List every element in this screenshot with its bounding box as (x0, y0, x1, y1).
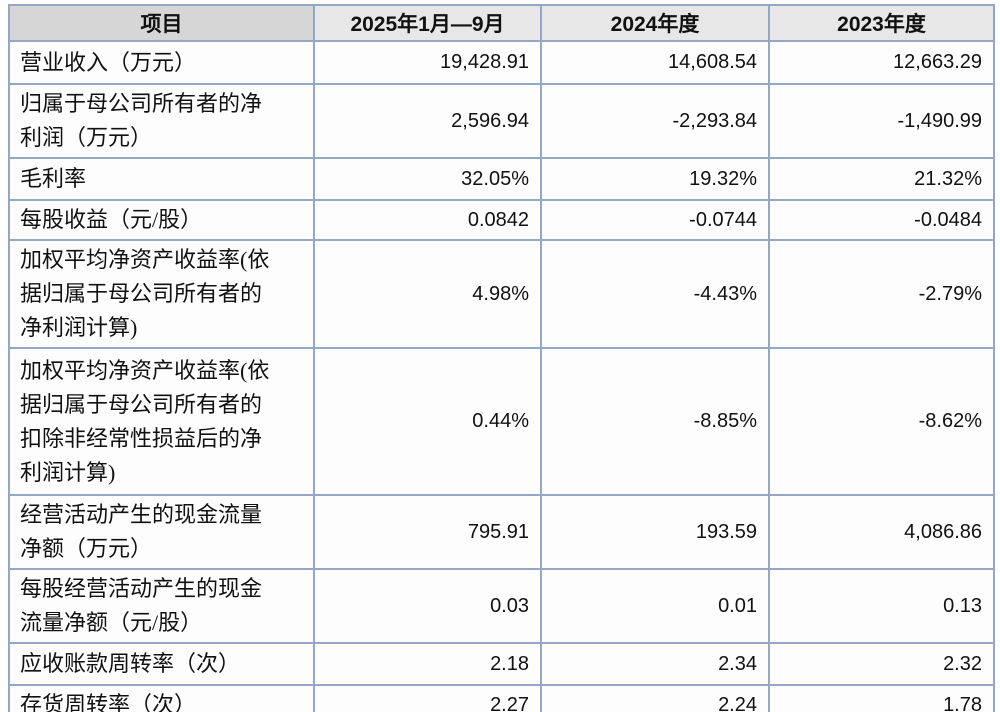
cell-value: -2,293.84 (540, 83, 770, 159)
cell-value: 12,663.29 (768, 40, 995, 85)
cell-value: 2.34 (540, 642, 770, 686)
cell-value: 0.03 (313, 568, 542, 644)
cell-value: 0.13 (768, 568, 995, 644)
table-row-cash-flow-per-share: 每股经营活动产生的现金流量净额（元/股） 0.03 0.01 0.13 (8, 568, 995, 644)
cell-value: -0.0484 (768, 199, 995, 241)
row-label: 存货周转率（次） (8, 684, 315, 712)
cell-value: 0.0842 (313, 199, 542, 241)
table-row-net-profit: 归属于母公司所有者的净利润（万元） 2,596.94 -2,293.84 -1,… (8, 83, 995, 159)
table-row-inventory-turnover: 存货周转率（次） 2.27 2.24 1.78 (8, 684, 995, 712)
table-header-row: 项目 2025年1月—9月 2024年度 2023年度 (8, 4, 995, 42)
cell-value: 0.44% (313, 347, 542, 496)
cell-value: -8.85% (540, 347, 770, 496)
row-label: 加权平均净资产收益率(依据归属于母公司所有者的扣除非经常性损益后的净利润计算) (8, 347, 315, 496)
cell-value: 2.18 (313, 642, 542, 686)
cell-value: -1,490.99 (768, 83, 995, 159)
row-label: 毛利率 (8, 157, 315, 201)
financial-indicators-table: 项目 2025年1月—9月 2024年度 2023年度 营业收入（万元） 19,… (8, 4, 995, 712)
table-row-revenue: 营业收入（万元） 19,428.91 14,608.54 12,663.29 (8, 40, 995, 85)
cell-value: 2.32 (768, 642, 995, 686)
column-header-item: 项目 (8, 4, 315, 42)
cell-value: 21.32% (768, 157, 995, 201)
column-header-2023: 2023年度 (768, 4, 995, 42)
cell-value: 19,428.91 (313, 40, 542, 85)
cell-value: 795.91 (313, 494, 542, 570)
cell-value: 14,608.54 (540, 40, 770, 85)
table-row-receivables-turnover: 应收账款周转率（次） 2.18 2.34 2.32 (8, 642, 995, 686)
cell-value: 2,596.94 (313, 83, 542, 159)
row-label: 加权平均净资产收益率(依据归属于母公司所有者的净利润计算) (8, 239, 315, 349)
row-label: 归属于母公司所有者的净利润（万元） (8, 83, 315, 159)
cell-value: -8.62% (768, 347, 995, 496)
column-header-2025: 2025年1月—9月 (313, 4, 542, 42)
row-label: 每股经营活动产生的现金流量净额（元/股） (8, 568, 315, 644)
row-label: 应收账款周转率（次） (8, 642, 315, 686)
cell-value: 32.05% (313, 157, 542, 201)
cell-value: 0.01 (540, 568, 770, 644)
table-row-gross-margin: 毛利率 32.05% 19.32% 21.32% (8, 157, 995, 201)
table-row-eps: 每股收益（元/股） 0.0842 -0.0744 -0.0484 (8, 199, 995, 241)
cell-value: 4.98% (313, 239, 542, 349)
row-label: 每股收益（元/股） (8, 199, 315, 241)
cell-value: -0.0744 (540, 199, 770, 241)
row-label: 营业收入（万元） (8, 40, 315, 85)
column-header-2024: 2024年度 (540, 4, 770, 42)
cell-value: -4.43% (540, 239, 770, 349)
cell-value: 2.27 (313, 684, 542, 712)
cell-value: 193.59 (540, 494, 770, 570)
cell-value: 4,086.86 (768, 494, 995, 570)
table-row-roe-deducted: 加权平均净资产收益率(依据归属于母公司所有者的扣除非经常性损益后的净利润计算) … (8, 347, 995, 496)
table-row-roe-net-profit: 加权平均净资产收益率(依据归属于母公司所有者的净利润计算) 4.98% -4.4… (8, 239, 995, 349)
cell-value: 2.24 (540, 684, 770, 712)
cell-value: 19.32% (540, 157, 770, 201)
cell-value: -2.79% (768, 239, 995, 349)
table-row-operating-cash-flow: 经营活动产生的现金流量净额（万元） 795.91 193.59 4,086.86 (8, 494, 995, 570)
cell-value: 1.78 (768, 684, 995, 712)
row-label: 经营活动产生的现金流量净额（万元） (8, 494, 315, 570)
